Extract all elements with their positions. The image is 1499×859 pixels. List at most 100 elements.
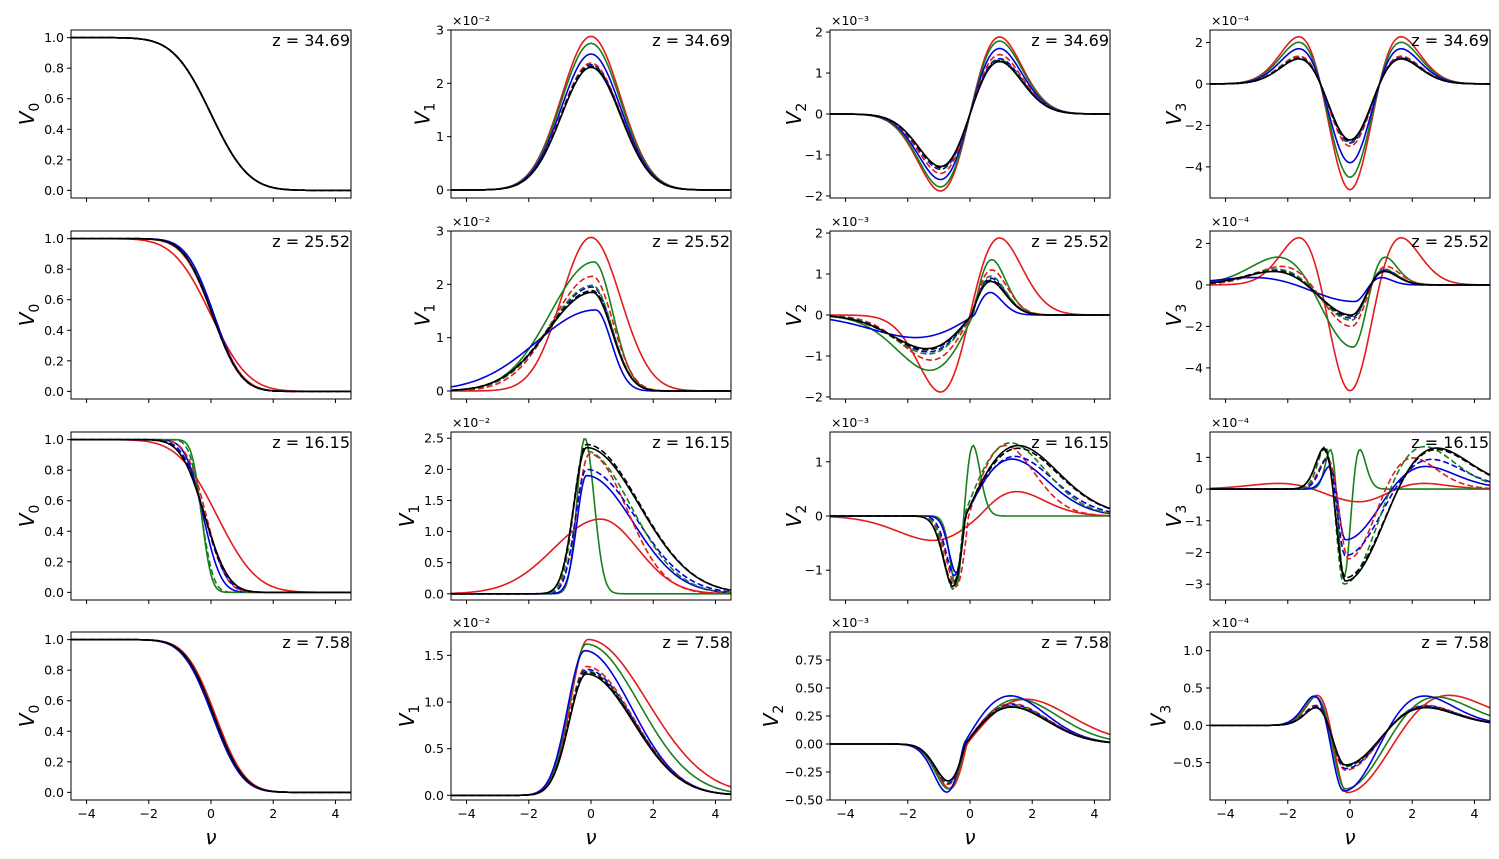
y-axis-label: V0: [15, 505, 43, 528]
y-scale-multiplier: ×10⁻⁴: [1211, 214, 1249, 229]
series-group: [71, 36, 351, 192]
y-scale-multiplier: ×10⁻²: [452, 415, 490, 430]
y-scale-multiplier: ×10⁻²: [452, 13, 490, 28]
x-tick-label: −2: [140, 806, 158, 821]
series-line-7: [451, 291, 731, 392]
y-scale-multiplier: ×10⁻²: [452, 615, 490, 630]
y-axis-label: V3: [1162, 505, 1190, 528]
panel-r1-c2: −2 −1 0 1 2 ×10⁻³ z = 25.52 V2: [782, 214, 1111, 404]
series-line-3: [451, 665, 731, 797]
y-tick-label: −4: [1185, 159, 1203, 174]
series-line-6: [71, 638, 351, 794]
y-tick-label: 0: [1195, 482, 1203, 497]
series-line-2: [1210, 47, 1490, 164]
x-tick-label: 2: [649, 806, 657, 821]
plot-frame: [450, 29, 732, 199]
series-line-4: [1210, 705, 1490, 770]
y-tick-label: 0.0: [424, 586, 444, 601]
y-axis-label: V0: [15, 304, 43, 327]
panel-r1-c0: 0.0 0.2 0.4 0.6 0.8 1.0 z = 25.52 V0: [15, 230, 352, 403]
y-tick-label: 0.4: [44, 524, 64, 539]
series-group: [71, 237, 351, 393]
panel-r0-c1: 0 1 2 3 ×10⁻² z = 34.69 V1: [410, 13, 732, 202]
y-tick-label: 1: [815, 454, 823, 469]
series-group: [830, 695, 1110, 793]
z-value-label: z = 34.69: [1031, 31, 1109, 50]
panel-r2-c1: 0.0 0.5 1.0 1.5 2.0 2.5 ×10⁻² z = 16.15 V1: [395, 415, 732, 604]
panel-r0-c0: 0.0 0.2 0.4 0.6 0.8 1.0 z = 34.69 V0: [15, 29, 352, 202]
x-tick-label: 0: [207, 806, 215, 821]
series-line-7: [830, 280, 1110, 350]
series-line-0: [1210, 35, 1490, 191]
y-tick-label: 0: [1195, 277, 1203, 292]
series-line-7: [451, 66, 731, 191]
series-group: [71, 438, 351, 594]
y-tick-label: 2: [1195, 236, 1203, 251]
plot-frame: [450, 431, 732, 601]
y-tick-label: 2.0: [424, 462, 444, 477]
z-value-label: z = 25.52: [272, 232, 350, 251]
y-tick-label: 0.4: [44, 122, 64, 137]
x-tick-label: 4: [711, 806, 719, 821]
y-scale-multiplier: ×10⁻²: [452, 214, 490, 229]
x-axis-label: ν: [585, 825, 596, 849]
y-scale-multiplier: ×10⁻³: [831, 415, 869, 430]
y-tick-label: −2: [805, 188, 823, 203]
series-line-5: [1210, 57, 1490, 143]
y-tick-label: −1: [1185, 513, 1203, 528]
x-tick-label: −2: [899, 806, 917, 821]
y-tick-label: 0.6: [44, 292, 64, 307]
series-line-5: [451, 670, 731, 797]
series-line-7: [1210, 706, 1490, 766]
panel-r2-c3: −3 −2 −1 0 1 ×10⁻⁴ z = 16.15 V3: [1162, 415, 1491, 604]
series-line-7: [451, 446, 731, 595]
plot-frame: [1209, 631, 1491, 801]
series-group: [1210, 694, 1490, 794]
y-axis-label: V2: [759, 705, 787, 728]
y-tick-label: 0: [815, 107, 823, 122]
series-line-7: [1210, 447, 1490, 582]
series-line-1: [1210, 41, 1490, 179]
series-line-5: [1210, 706, 1490, 768]
series-line-1: [1210, 448, 1490, 578]
y-tick-label: −1: [805, 147, 823, 162]
y-scale-multiplier: ×10⁻⁴: [1211, 415, 1249, 430]
y-axis-label: V2: [782, 103, 810, 126]
y-tick-label: 1.0: [44, 30, 64, 45]
series-line-3: [1210, 55, 1490, 147]
y-tick-label: 0.75: [795, 653, 823, 668]
y-tick-label: 0.8: [44, 61, 64, 76]
series-line-5: [451, 64, 731, 191]
y-tick-label: 1: [1195, 450, 1203, 465]
series-line-2: [451, 309, 731, 392]
z-value-label: z = 34.69: [1411, 31, 1489, 50]
series-line-7: [830, 444, 1110, 588]
y-tick-label: 1: [436, 330, 444, 345]
y-tick-label: 0.2: [44, 554, 64, 569]
y-tick-label: 2: [436, 76, 444, 91]
y-tick-label: −2: [805, 389, 823, 404]
series-line-6: [1210, 706, 1490, 767]
y-tick-label: 0.0: [44, 183, 64, 198]
z-value-label: z = 25.52: [652, 232, 730, 251]
z-value-label: z = 25.52: [1411, 232, 1489, 251]
series-line-4: [1210, 458, 1490, 557]
y-tick-label: 0.5: [1183, 681, 1203, 696]
series-line-7: [1210, 270, 1490, 316]
y-tick-label: 0: [815, 509, 823, 524]
x-axis-label: ν: [1344, 825, 1355, 849]
y-tick-label: −4: [1185, 360, 1203, 375]
y-scale-multiplier: ×10⁻⁴: [1211, 615, 1249, 630]
series-line-3: [451, 275, 731, 392]
series-line-1: [451, 261, 731, 392]
y-tick-label: 0.2: [44, 754, 64, 769]
y-axis-label: V1: [395, 505, 423, 528]
x-axis-label: ν: [964, 825, 975, 849]
series-line-1: [71, 638, 351, 794]
y-tick-label: 2: [1195, 35, 1203, 50]
z-value-label: z = 16.15: [1031, 433, 1109, 452]
y-tick-label: 0.00: [795, 737, 823, 752]
series-line-7: [1210, 58, 1490, 141]
series-line-7: [71, 638, 351, 794]
